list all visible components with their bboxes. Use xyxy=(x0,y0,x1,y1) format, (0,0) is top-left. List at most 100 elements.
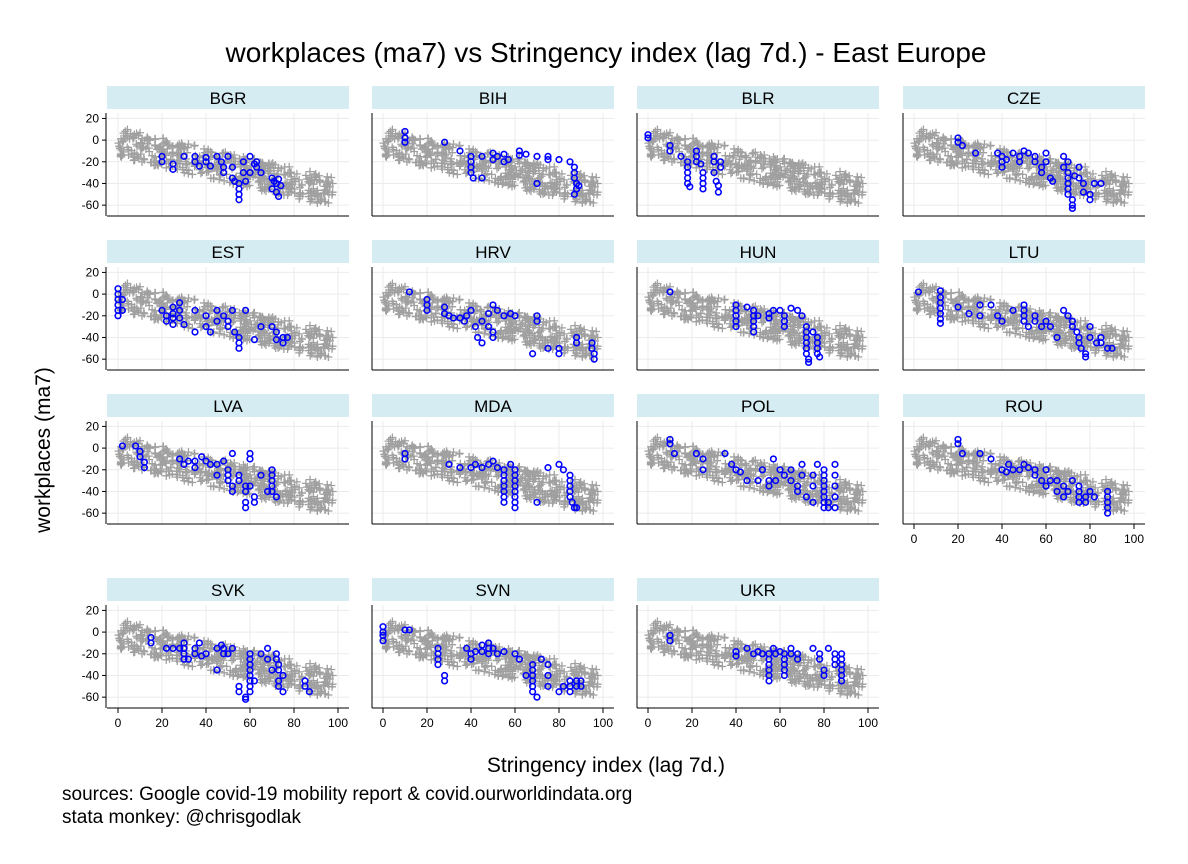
background-point xyxy=(173,165,182,174)
background-point xyxy=(324,190,333,199)
data-point xyxy=(456,147,464,155)
background-point xyxy=(484,164,493,173)
background-point xyxy=(761,157,770,166)
background-point xyxy=(814,184,823,193)
background-point xyxy=(721,151,730,160)
background-point xyxy=(750,176,759,185)
facet-panel-blr: BLR xyxy=(636,86,879,217)
background-point xyxy=(708,141,717,150)
background-point xyxy=(845,176,854,185)
data-point xyxy=(246,152,254,160)
y-tick-label: 20 xyxy=(86,419,100,433)
background-point xyxy=(585,182,594,191)
background-point xyxy=(536,189,545,198)
background-point xyxy=(478,161,487,170)
background-point xyxy=(267,160,276,169)
background-point xyxy=(703,165,712,174)
data-point xyxy=(275,192,283,201)
facet-panel-mda: MDA xyxy=(371,394,614,525)
background-point xyxy=(498,180,507,189)
background-point xyxy=(393,132,402,141)
data-point xyxy=(1059,306,1068,314)
y-tick-label: 20 xyxy=(86,111,100,125)
background-point xyxy=(545,163,554,172)
y-tick-label: -60 xyxy=(82,198,100,212)
background-point xyxy=(840,173,849,182)
data-point xyxy=(533,152,541,160)
background-point xyxy=(992,169,1001,178)
background-point xyxy=(763,180,772,189)
data-point xyxy=(169,165,177,173)
background-point xyxy=(485,176,494,185)
background-points xyxy=(644,125,867,207)
background-point xyxy=(455,295,464,304)
data-point xyxy=(555,156,563,164)
background-point xyxy=(416,152,425,161)
facet-label: BIH xyxy=(479,89,507,108)
data-point xyxy=(220,169,228,177)
background-points xyxy=(910,125,1133,207)
background-point xyxy=(307,194,316,203)
background-point xyxy=(323,480,332,489)
data-point xyxy=(500,150,508,158)
background-point xyxy=(319,188,328,197)
background-point xyxy=(713,143,722,152)
background-point xyxy=(588,172,597,181)
background-point xyxy=(327,173,336,182)
background-point xyxy=(312,189,321,198)
background-point xyxy=(781,170,790,179)
facet-strip xyxy=(637,86,879,109)
background-point xyxy=(654,145,663,154)
data-point xyxy=(202,153,210,162)
background-point xyxy=(184,140,193,149)
background-point xyxy=(755,178,764,187)
background-point xyxy=(857,173,866,182)
background-points xyxy=(379,433,602,515)
background-point xyxy=(535,169,544,178)
background-point xyxy=(786,178,795,187)
data-point xyxy=(195,162,203,170)
background-point xyxy=(145,147,154,156)
background-point xyxy=(453,170,462,179)
background-point xyxy=(515,159,524,168)
background-point xyxy=(687,153,696,162)
background-point xyxy=(589,190,598,199)
background-point xyxy=(745,175,754,184)
background-point xyxy=(498,334,507,343)
background-point xyxy=(137,157,146,166)
background-point xyxy=(155,142,164,151)
background-point xyxy=(586,177,595,186)
background-point xyxy=(749,164,758,173)
background-point xyxy=(163,139,172,148)
data-point xyxy=(242,177,250,185)
data-point xyxy=(180,152,188,160)
background-point xyxy=(592,173,601,182)
background-point xyxy=(576,169,585,178)
background-point xyxy=(228,318,237,327)
background-point xyxy=(320,182,329,191)
background-point xyxy=(285,180,294,189)
background-point xyxy=(449,166,458,175)
data-point xyxy=(566,158,574,166)
background-point xyxy=(190,141,199,150)
background-point xyxy=(659,156,668,165)
background-point xyxy=(323,326,332,335)
background-point xyxy=(853,326,862,335)
background-point xyxy=(739,174,748,183)
background-point xyxy=(758,164,767,173)
background-point xyxy=(183,143,192,152)
data-point xyxy=(469,174,477,182)
y-tick-label: -40 xyxy=(82,330,100,344)
background-point xyxy=(287,168,296,177)
background-point xyxy=(395,148,404,157)
background-point xyxy=(849,188,858,197)
background-point xyxy=(790,179,799,188)
background-point xyxy=(316,197,325,206)
background-point xyxy=(714,140,723,149)
background-point xyxy=(173,151,182,160)
background-point xyxy=(831,171,840,180)
background-point xyxy=(448,143,457,152)
facet-label: CZE xyxy=(1007,89,1041,108)
background-point xyxy=(130,148,139,157)
